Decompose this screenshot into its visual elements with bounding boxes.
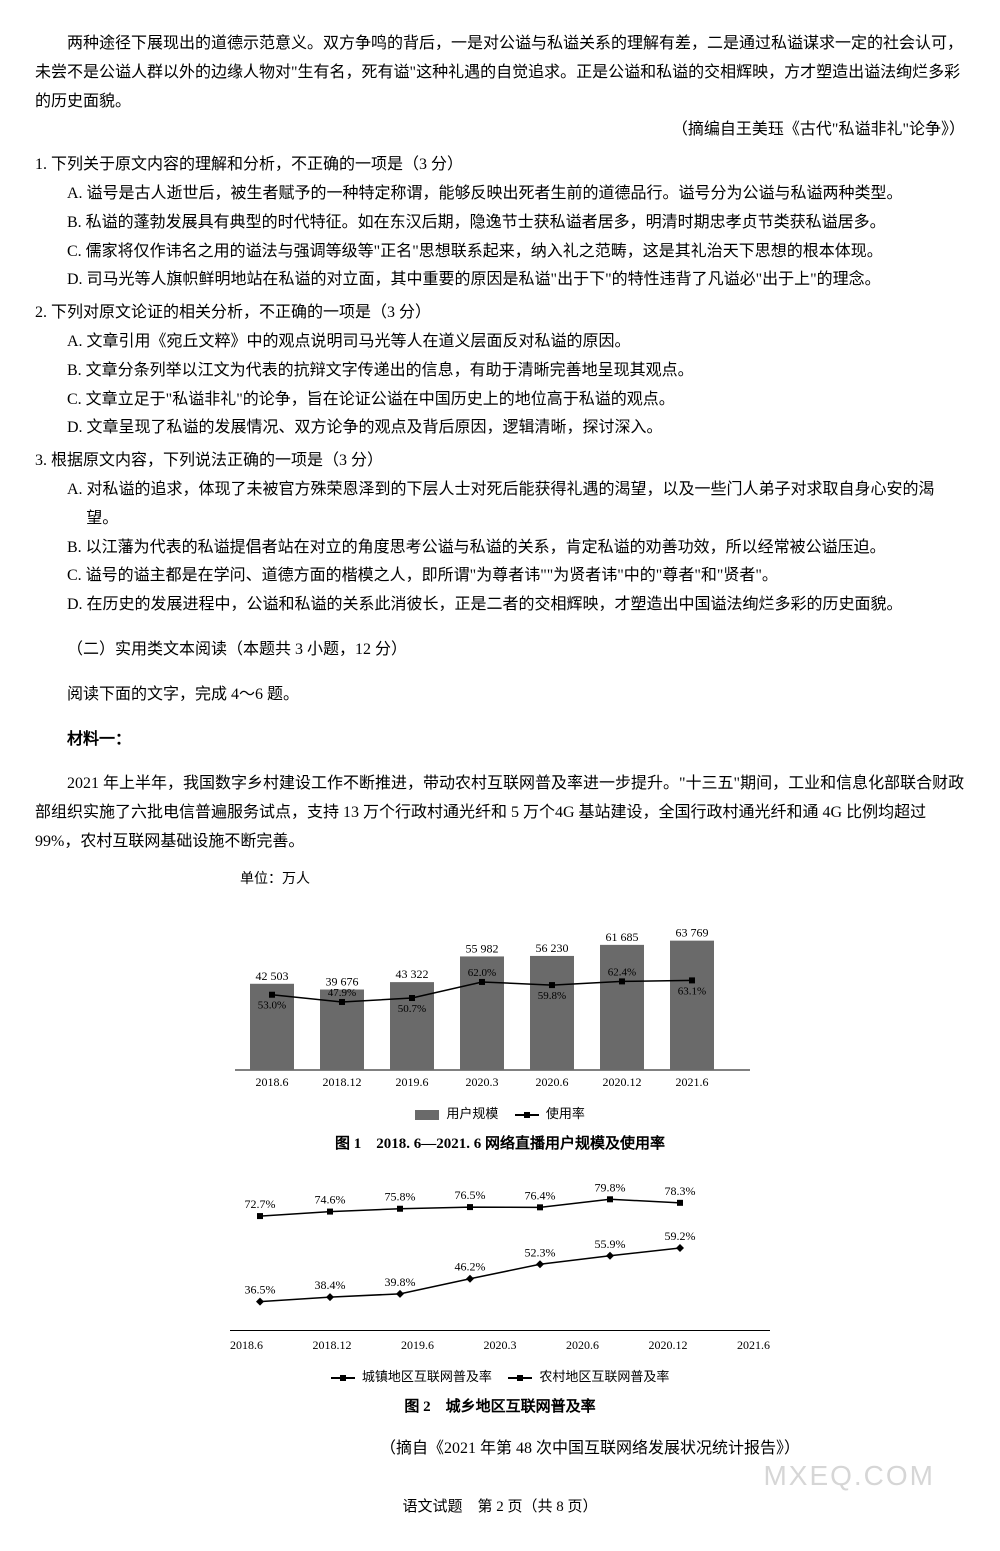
svg-text:78.3%: 78.3% — [665, 1184, 696, 1198]
chart2-svg: 72.7% 74.6% 75.8% 76.5% 76.4% 79.8% 78.3% 36.5%… — [200, 1172, 760, 1322]
q2-opt-c: C. 文章立足于"私谥非礼"的论争，旨在论证公谥在中国历史上的地位高于私谥的观点… — [67, 386, 965, 415]
svg-text:72.7%: 72.7% — [245, 1197, 276, 1211]
svg-text:79.8%: 79.8% — [595, 1181, 626, 1195]
intro-source: （摘编自王美珏《古代"私谥非礼"论争》） — [35, 116, 965, 145]
svg-text:43 322: 43 322 — [396, 967, 429, 981]
svg-text:50.7%: 50.7% — [398, 1003, 426, 1015]
chart2-title: 图 2 城乡地区互联网普及率 — [200, 1394, 800, 1421]
svg-text:56 230: 56 230 — [536, 941, 569, 955]
q2-opt-b: B. 文章分条列举以江文为代表的抗辩文字传递出的信息，有助于清晰完善地呈现其观点… — [67, 357, 965, 386]
chart1-unit: 单位：万人 — [240, 867, 800, 892]
legend-urban-swatch — [331, 1377, 355, 1379]
svg-text:2020.12: 2020.12 — [603, 1075, 642, 1089]
q1-opt-d: D. 司马光等人旗帜鲜明地站在私谥的对立面，其中重要的原因是私谥"出于下"的特性… — [67, 266, 965, 295]
chart1-legend: 用户规模 使用率 — [200, 1102, 800, 1125]
svg-text:2020.3: 2020.3 — [466, 1075, 499, 1089]
q2-opt-a: A. 文章引用《宛丘文粹》中的观点说明司马光等人在道义层面反对私谥的原因。 — [67, 328, 965, 357]
q3-opt-b: B. 以江藩为代表的私谥提倡者站在对立的角度思考公谥与私谥的关系，肯定私谥的劝善… — [67, 534, 965, 563]
svg-text:62.0%: 62.0% — [468, 967, 496, 979]
svg-text:59.8%: 59.8% — [538, 990, 566, 1002]
q2-opt-d: D. 文章呈现了私谥的发展情况、双方论争的观点及背后原因，逻辑清晰，探讨深入。 — [67, 414, 965, 443]
svg-text:36.5%: 36.5% — [245, 1283, 276, 1297]
svg-text:52.3%: 52.3% — [525, 1246, 556, 1260]
svg-text:63 769: 63 769 — [676, 926, 709, 940]
svg-text:62.4%: 62.4% — [608, 966, 636, 978]
svg-text:2018.6: 2018.6 — [256, 1075, 289, 1089]
q1-opt-c: C. 儒家将仅作讳名之用的谥法与强调等级等"正名"思想联系起来，纳入礼之范畴，这… — [67, 238, 965, 267]
chart2-xaxis: 2018.62018.122019.62020.32020.62020.1220… — [200, 1335, 800, 1357]
svg-text:55.9%: 55.9% — [595, 1237, 626, 1251]
chart1-svg: 42 5032018.653.0%39 6762018.1247.9%43 32… — [200, 898, 760, 1098]
q2-stem: 2. 下列对原文论证的相关分析，不正确的一项是（3 分） — [35, 299, 965, 328]
svg-text:63.1%: 63.1% — [678, 985, 706, 997]
legend-rural-swatch — [508, 1377, 532, 1379]
chart1-legend-line: 使用率 — [546, 1106, 585, 1121]
chart1-wrap: 单位：万人 42 5032018.653.0%39 6762018.1247.9… — [200, 867, 800, 1159]
q3-opt-d: D. 在历史的发展进程中，公谥和私谥的关系此消彼长，正是二者的交相辉映，才塑造出… — [67, 591, 965, 620]
watermark: MXEQ.COM — [763, 1451, 935, 1501]
legend-bar-swatch — [415, 1110, 439, 1120]
q1-opt-a: A. 谥号是古人逝世后，被生者赋予的一种特定称谓，能够反映出死者生前的道德品行。… — [67, 180, 965, 209]
material1-label: 材料一： — [67, 726, 965, 755]
svg-text:2021.6: 2021.6 — [676, 1075, 709, 1089]
svg-text:55 982: 55 982 — [466, 941, 499, 955]
material1-body: 2021 年上半年，我国数字乡村建设工作不断推进，带动农村互联网普及率进一步提升… — [35, 770, 965, 856]
svg-text:75.8%: 75.8% — [385, 1190, 416, 1204]
chart2-legend-urban: 城镇地区互联网普及率 — [362, 1369, 492, 1384]
chart1-title: 图 1 2018. 6—2021. 6 网络直播用户规模及使用率 — [200, 1131, 800, 1158]
section2-head: （二）实用类文本阅读（本题共 3 小题，12 分） — [67, 636, 965, 665]
svg-text:39.8%: 39.8% — [385, 1275, 416, 1289]
chart2-legend-rural: 农村地区互联网普及率 — [539, 1369, 669, 1384]
chart1-legend-bar: 用户规模 — [446, 1106, 498, 1121]
svg-text:2020.6: 2020.6 — [536, 1075, 569, 1089]
legend-line-swatch — [515, 1114, 539, 1116]
svg-text:47.9%: 47.9% — [328, 987, 356, 999]
q3-opt-c: C. 谥号的谥主都是在学问、道德方面的楷模之人，即所谓"为尊者讳""为贤者讳"中… — [67, 562, 965, 591]
q3-opt-a: A. 对私谥的追求，体现了未被官方殊荣恩泽到的下层人士对死后能获得礼遇的渴望，以… — [67, 476, 965, 534]
q3-stem: 3. 根据原文内容，下列说法正确的一项是（3 分） — [35, 447, 965, 476]
svg-text:76.4%: 76.4% — [525, 1189, 556, 1203]
svg-text:46.2%: 46.2% — [455, 1260, 486, 1274]
svg-text:53.0%: 53.0% — [258, 1000, 286, 1012]
q1-stem: 1. 下列关于原文内容的理解和分析，不正确的一项是（3 分） — [35, 151, 965, 180]
svg-text:59.2%: 59.2% — [665, 1229, 696, 1243]
chart2-wrap: 72.7% 74.6% 75.8% 76.5% 76.4% 79.8% 78.3% 36.5%… — [200, 1172, 800, 1464]
svg-text:76.5%: 76.5% — [455, 1188, 486, 1202]
svg-text:2018.12: 2018.12 — [323, 1075, 362, 1089]
svg-text:61 685: 61 685 — [606, 930, 639, 944]
intro-paragraph: 两种途径下展现出的道德示范意义。双方争鸣的背后，一是对公谥与私谥关系的理解有差，… — [35, 30, 965, 116]
chart2-legend: 城镇地区互联网普及率 农村地区互联网普及率 — [200, 1365, 800, 1388]
q1-opt-b: B. 私谥的蓬勃发展具有典型的时代特征。如在东汉后期，隐逸节士获私谥者居多，明清… — [67, 209, 965, 238]
section2-prompt: 阅读下面的文字，完成 4～6 题。 — [67, 681, 965, 710]
svg-text:2019.6: 2019.6 — [396, 1075, 429, 1089]
svg-text:74.6%: 74.6% — [315, 1193, 346, 1207]
svg-text:42 503: 42 503 — [256, 969, 289, 983]
chart2-source: （摘自《2021 年第 48 次中国互联网络发展状况统计报告》） — [200, 1435, 800, 1464]
svg-text:38.4%: 38.4% — [315, 1278, 346, 1292]
